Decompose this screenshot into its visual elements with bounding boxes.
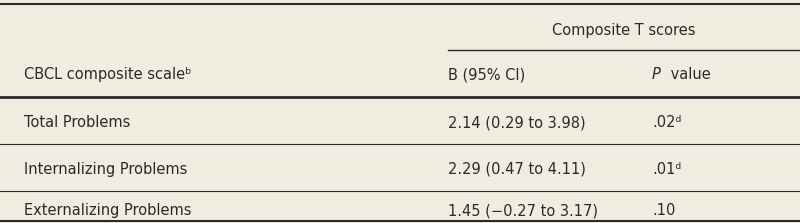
Text: P: P	[652, 67, 661, 82]
Text: Internalizing Problems: Internalizing Problems	[24, 162, 187, 177]
Text: 1.45 (−0.27 to 3.17): 1.45 (−0.27 to 3.17)	[448, 203, 598, 218]
Text: Externalizing Problems: Externalizing Problems	[24, 203, 191, 218]
Text: .02ᵈ: .02ᵈ	[652, 115, 682, 130]
Text: .01ᵈ: .01ᵈ	[652, 162, 682, 177]
Text: .10: .10	[652, 203, 675, 218]
Text: Composite T scores: Composite T scores	[552, 23, 696, 38]
Text: value: value	[666, 67, 711, 82]
Text: 2.14 (0.29 to 3.98): 2.14 (0.29 to 3.98)	[448, 115, 586, 130]
Text: B (95% CI): B (95% CI)	[448, 67, 526, 82]
Text: Total Problems: Total Problems	[24, 115, 130, 130]
Text: CBCL composite scaleᵇ: CBCL composite scaleᵇ	[24, 67, 191, 82]
Text: 2.29 (0.47 to 4.11): 2.29 (0.47 to 4.11)	[448, 162, 586, 177]
